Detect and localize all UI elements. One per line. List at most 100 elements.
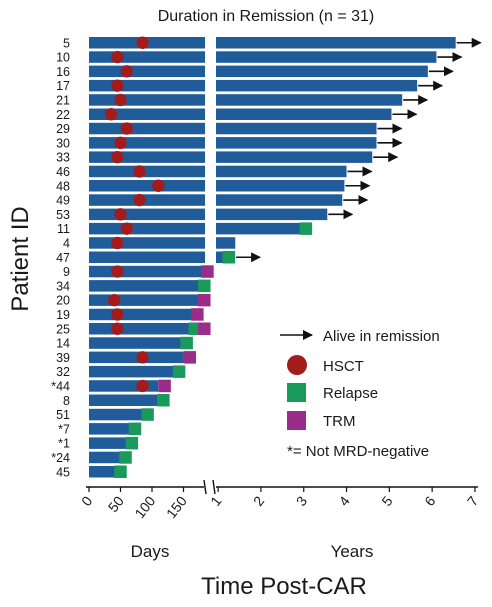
bar-days-segment [89,108,205,120]
hsct-marker [114,208,127,221]
patient-id-label: 39 [56,351,70,365]
bar-years-segment [216,137,377,149]
patient-id-label: *1 [58,437,70,451]
patient-row: 9 [63,265,214,279]
hsct-marker [111,50,124,64]
patient-id-label: 25 [56,322,70,336]
x-tick-days-label: 150 [163,493,190,521]
hsct-marker [136,379,149,393]
x-axes: 0 50 100 150 1 2 3 4 5 6 7 [78,479,481,521]
patient-row: 32 [56,365,186,379]
patient-row: 47 [56,251,262,265]
x-segment-label-years: Years [331,542,374,561]
patient-row: 17 [56,79,444,93]
patient-row: 51 [56,408,154,422]
bar-years-segment [216,208,328,221]
patient-id-label: 14 [56,337,70,351]
bar-days-segment [89,337,184,349]
bar-years-segment [216,180,345,192]
patient-id-label: 8 [63,394,70,408]
legend-label-hsct: HSCT [323,358,364,375]
bar-years-segment [216,65,428,78]
chart-title: Duration in Remission (n = 31) [158,8,375,25]
patient-row: 39 [56,351,197,365]
patient-id-label: 45 [56,465,70,479]
patient-id-label: *44 [51,379,70,393]
bar-days-segment [89,151,205,163]
legend-label-relapse: Relapse [323,385,378,402]
patient-id-label: *7 [58,422,70,436]
patient-row: 45 [56,465,127,479]
bar-days-segment [89,137,205,149]
patient-row: 5 [63,36,482,50]
hsct-marker [111,79,124,92]
patient-row: 14 [56,337,193,351]
bar-years-segment [216,37,456,49]
relapse-marker [141,408,154,421]
bar-days-segment [89,380,159,392]
trm-marker [201,265,214,278]
bar-years-segment [216,108,392,120]
patient-row: 46 [56,165,373,179]
patient-id-label: 33 [56,151,70,165]
bar-days-segment [89,466,121,478]
patient-row: 16 [56,65,454,79]
bar-days-segment [89,294,200,306]
patient-rows: 5101617212229303346484953114479342019251… [51,36,482,479]
patient-id-label: 19 [56,308,70,322]
patient-row: 22 [56,108,418,122]
bar-days-segment [89,394,162,406]
hsct-marker [111,150,124,164]
hsct-marker [152,179,165,192]
x-segment-label-days: Days [131,542,170,561]
trm-marker [191,308,204,321]
hsct-marker [111,265,124,278]
bar-days-segment [89,423,134,435]
x-tick-days-label: 50 [105,493,127,515]
trm-marker [158,379,171,393]
patient-id-label: 5 [63,36,70,50]
legend-item-hsct: HSCT [287,355,364,375]
bar-days-segment [89,280,203,292]
legend-note: *= Not MRD-negative [287,443,429,460]
bar-days-segment [89,237,205,249]
patient-row: 48 [56,179,371,193]
hsct-marker [120,122,133,135]
legend-item-trm: TRM [287,411,356,430]
bar-years-segment [216,165,347,178]
patient-row: 8 [63,394,170,408]
patient-row: 11 [57,222,313,236]
x-tick-years-label: 1 [207,493,225,509]
bar-days-segment [89,194,205,206]
relapse-marker [119,451,132,464]
legend-item-alive: Alive in remission [280,328,440,345]
bar-days-segment [89,265,203,278]
patient-row: 29 [56,122,403,136]
hsct-marker [133,165,146,178]
bar-years-segment [216,51,437,63]
x-tick-years-label: 3 [293,493,311,509]
relapse-marker [157,394,170,407]
hsct-marker [120,222,133,235]
patient-id-label: 21 [56,93,70,107]
patient-id-label: 22 [56,108,70,122]
legend-label-trm: TRM [323,413,356,430]
relapse-marker [198,279,211,293]
bar-years-segment [216,94,403,106]
patient-id-label: 30 [56,136,70,150]
hsct-marker [108,293,121,307]
patient-row: 10 [56,50,463,65]
bar-years-segment [216,194,343,206]
hsct-marker [114,93,127,107]
legend-hsct-circle-icon [287,355,307,375]
patient-row: *7 [58,422,142,436]
relapse-marker [180,336,193,350]
patient-id-label: 29 [56,122,70,136]
patient-row: *24 [51,451,132,465]
hsct-marker [104,108,118,121]
hsct-marker [136,36,149,49]
hsct-marker [133,193,146,207]
axis-break-mark [203,479,207,495]
patient-row: *44 [51,379,171,393]
